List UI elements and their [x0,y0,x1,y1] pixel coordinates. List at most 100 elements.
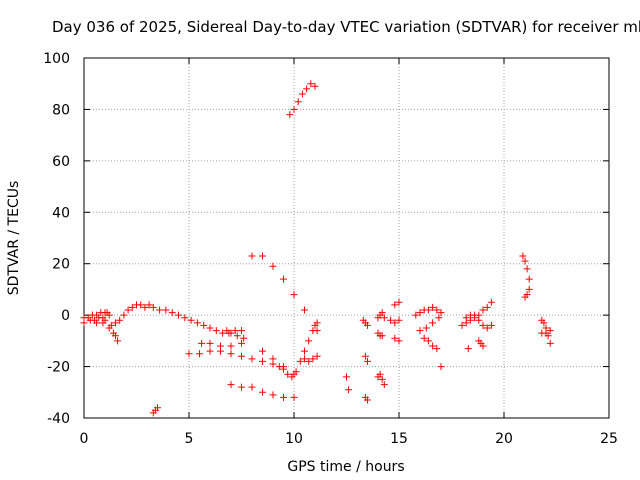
data-point [124,306,132,314]
data-point [311,82,319,90]
data-point [464,345,472,353]
data-point [223,327,231,335]
data-point [429,342,437,350]
data-point [296,357,304,365]
data-point [259,388,266,396]
data-point [364,357,371,365]
series-arc10 [248,252,321,335]
data-point [376,370,384,378]
axis-ticks: 0 5 10 15 20 25 -40 -20 0 20 40 60 80 100 [43,51,618,447]
data-point [137,301,145,309]
data-point [187,316,195,324]
series-arc6 [185,347,283,371]
data-markers [80,80,554,417]
series-arc3 [107,301,245,337]
data-point [259,347,266,355]
data-point [128,303,136,311]
data-point [416,327,424,335]
data-point [219,329,227,337]
data-point [391,334,399,342]
data-point [343,373,350,381]
data-point [294,98,302,106]
data-point [280,275,287,283]
chart-title: Day 036 of 2025, Sidereal Day-to-day VTE… [52,18,640,36]
data-point [284,370,292,378]
data-point [80,319,88,327]
data-point [231,327,239,335]
data-point [185,350,193,358]
data-point [521,257,529,265]
series-arc20 [374,329,386,340]
data-point [200,321,208,329]
data-point [435,314,443,322]
data-point [248,383,256,391]
series-arc23 [391,298,403,309]
x-tick-label: 20 [495,431,513,447]
data-point [238,339,245,347]
series-arc25 [412,303,445,319]
data-point [395,337,403,345]
y-tick-label: 80 [52,102,70,118]
y-tick-label: 100 [43,51,70,67]
data-point [141,303,149,311]
data-point [206,324,214,332]
data-point [380,314,388,322]
data-point [412,311,420,319]
data-point [145,301,153,309]
data-point [471,311,479,319]
data-point [462,314,470,322]
data-point [105,311,113,319]
data-point [168,309,176,317]
x-tick-label: 25 [600,431,618,447]
y-tick-label: 60 [52,154,70,170]
data-point [424,337,432,345]
data-point [301,347,308,355]
series-arc8 [223,327,248,342]
series-arc22 [387,316,403,327]
data-point [175,311,182,319]
data-point [307,80,315,88]
data-point [309,327,317,335]
data-point [290,370,298,378]
data-point [154,404,161,412]
data-point [305,337,313,345]
data-point [107,321,115,329]
data-point [345,386,353,394]
data-point [280,363,287,371]
data-point [269,355,277,363]
data-point [217,342,224,350]
data-point [196,350,203,358]
series-arc17 [361,352,371,365]
data-point [290,105,298,113]
data-point [542,329,550,337]
data-point [433,306,441,314]
data-point [483,324,491,332]
data-point [290,393,298,401]
data-point [114,337,122,345]
data-point [181,314,189,322]
data-point [227,381,235,389]
series-arc33 [519,252,533,283]
data-point [395,316,403,324]
series-arc14 [286,80,319,119]
data-point [429,303,437,311]
plot-frame [83,57,610,419]
y-axis-label: SDTVAR / TECUs [6,181,22,296]
data-point [198,339,206,347]
data-point [479,342,487,350]
data-point [280,393,287,401]
data-point [546,339,554,347]
data-point [424,306,432,314]
data-point [519,252,527,260]
data-point [378,309,386,317]
y-tick-label: -20 [47,360,70,376]
data-point [206,347,214,355]
data-point [233,332,241,340]
x-tick-label: 15 [390,431,408,447]
data-point [206,339,214,347]
y-tick-label: 0 [61,308,70,324]
data-point [523,265,531,273]
data-point [91,316,98,324]
data-point [238,352,245,360]
data-point [546,327,554,335]
